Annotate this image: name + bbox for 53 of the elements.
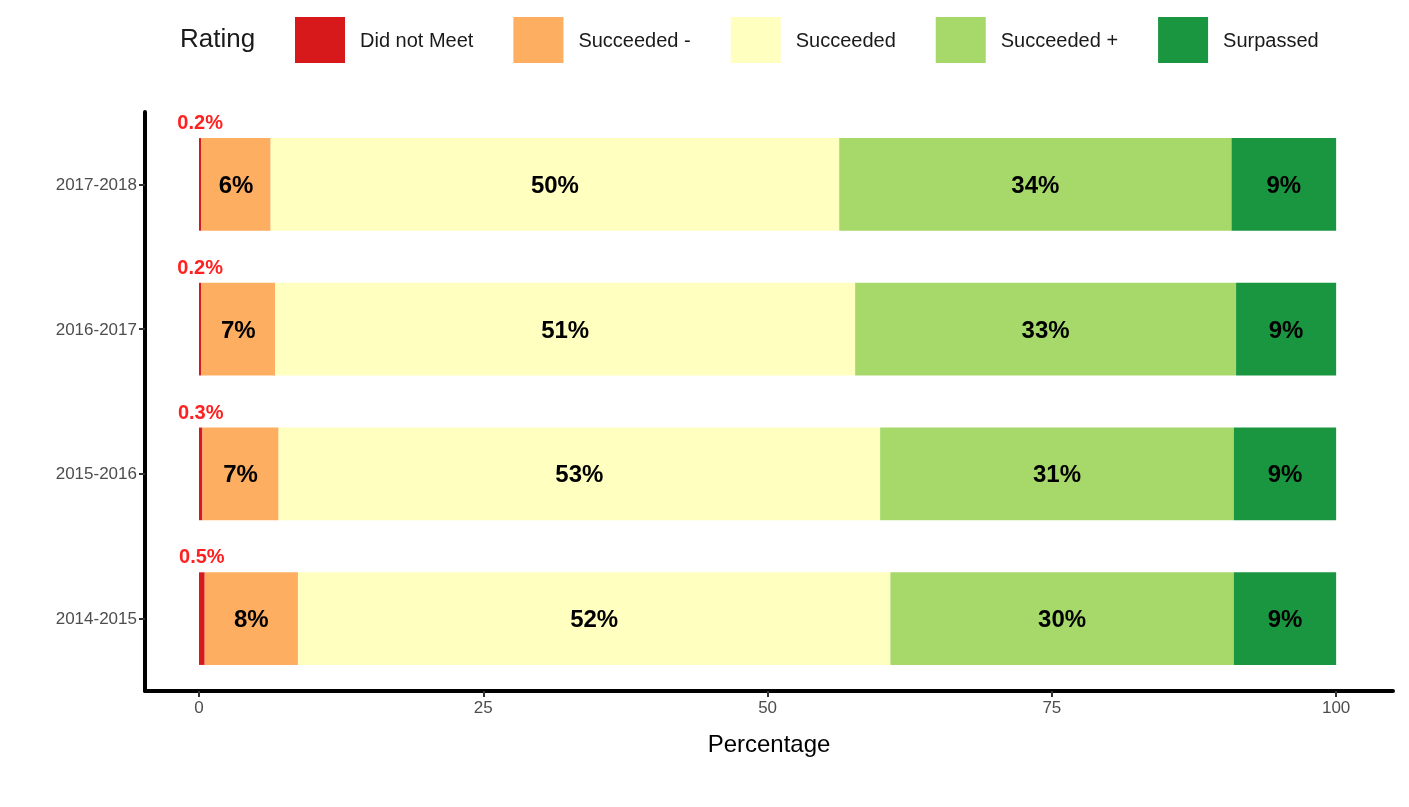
x-axis-title: Percentage xyxy=(707,729,831,757)
bar xyxy=(204,572,298,665)
data-label: 9% xyxy=(1266,170,1302,198)
bar xyxy=(1233,572,1337,665)
data-label: 9% xyxy=(1267,605,1303,633)
data-label: 51% xyxy=(541,315,590,343)
bar xyxy=(855,282,1237,376)
legend-label: Succeeded - xyxy=(578,29,691,51)
data-label: 50% xyxy=(530,170,579,198)
legend-label: Succeeded xyxy=(795,29,896,51)
data-label: 9% xyxy=(1268,315,1304,343)
bar xyxy=(1233,427,1337,521)
legend-label: Surpassed xyxy=(1223,29,1319,51)
bar xyxy=(890,572,1234,665)
y-tick-label: 2017-2018 xyxy=(55,174,137,194)
legend-label: Succeeded + xyxy=(1000,29,1119,51)
bar xyxy=(297,572,891,665)
x-tick-label: 75 xyxy=(1042,698,1062,717)
data-label: 7% xyxy=(220,315,256,343)
x-tick-label: 50 xyxy=(758,698,778,717)
bar xyxy=(270,138,840,231)
data-label: 30% xyxy=(1038,605,1087,633)
bar xyxy=(199,572,205,665)
data-label: 0.2% xyxy=(177,111,224,134)
bar xyxy=(275,282,856,376)
data-label: 53% xyxy=(555,460,604,488)
x-tick-label: 25 xyxy=(473,698,493,717)
data-label: 0.2% xyxy=(177,255,224,278)
legend-title: Rating xyxy=(180,23,256,53)
bar xyxy=(839,138,1232,231)
bar xyxy=(1236,282,1337,376)
bar xyxy=(201,138,271,231)
data-label: 34% xyxy=(1011,170,1060,198)
y-tick-label: 2014-2015 xyxy=(55,609,137,629)
bar xyxy=(201,282,276,376)
data-label: 8% xyxy=(233,605,269,633)
data-label: 0.3% xyxy=(177,400,224,423)
data-label: 7% xyxy=(223,460,258,488)
y-tick-label: 2016-2017 xyxy=(55,319,137,339)
x-tick-label: 0 xyxy=(194,698,204,717)
bar xyxy=(202,427,279,521)
bar xyxy=(278,427,881,521)
data-label: 9% xyxy=(1267,460,1303,488)
y-tick-label: 2015-2016 xyxy=(55,464,137,484)
data-label: 0.5% xyxy=(179,545,225,568)
bar xyxy=(1231,138,1337,231)
bar xyxy=(880,427,1234,521)
data-label: 6% xyxy=(218,170,254,198)
x-tick-label: 100 xyxy=(1321,698,1351,717)
data-label: 52% xyxy=(570,605,619,633)
data-label: 31% xyxy=(1032,460,1081,488)
legend-label: Did not Meet xyxy=(360,29,474,51)
data-label: 33% xyxy=(1021,315,1070,343)
